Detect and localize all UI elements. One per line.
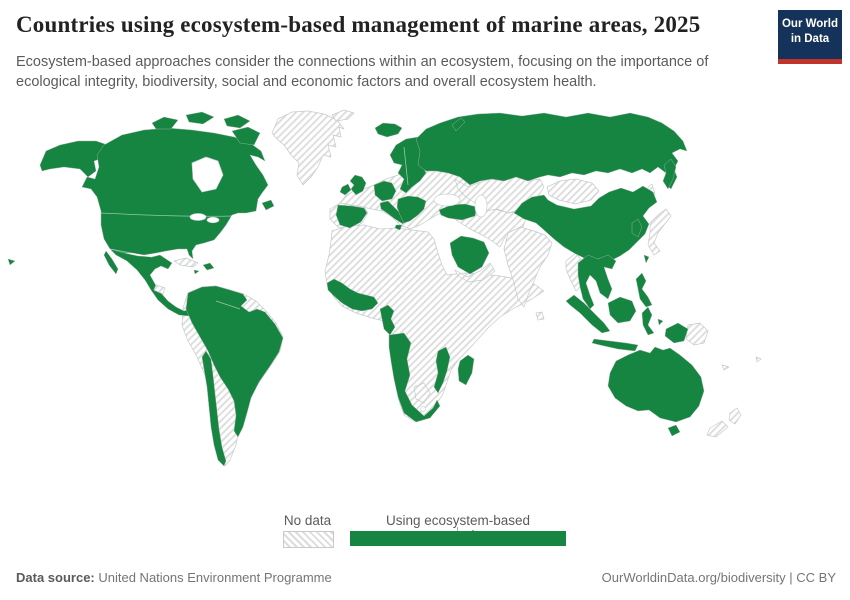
owid-logo-line1: Our World bbox=[781, 18, 838, 30]
region-australia[interactable] bbox=[607, 346, 705, 423]
region-iceland[interactable] bbox=[374, 122, 403, 138]
region-sulawesi[interactable] bbox=[641, 306, 655, 336]
water-features bbox=[189, 156, 488, 224]
brazil-border bbox=[215, 300, 241, 310]
data-source: Data source: United Nations Environment … bbox=[16, 570, 332, 585]
region-united-kingdom[interactable] bbox=[349, 174, 367, 196]
data-source-value: United Nations Environment Programme bbox=[94, 570, 332, 585]
region-hawaii[interactable] bbox=[7, 258, 16, 266]
black-sea bbox=[433, 193, 461, 207]
region-lesotho[interactable] bbox=[420, 406, 426, 412]
region-new-zealand-south[interactable] bbox=[706, 420, 729, 438]
region-baffin-island[interactable] bbox=[231, 126, 261, 146]
region-moluccas[interactable] bbox=[657, 318, 664, 326]
region-angola-namibia-south-africa[interactable] bbox=[388, 332, 441, 423]
region-newfoundland[interactable] bbox=[261, 199, 275, 211]
region-jamaica[interactable] bbox=[193, 269, 200, 275]
region-india[interactable] bbox=[503, 226, 553, 308]
region-mongolia[interactable] bbox=[546, 178, 600, 205]
region-sri-lanka[interactable] bbox=[535, 311, 545, 321]
region-chile[interactable] bbox=[201, 350, 227, 467]
caspian-sea bbox=[474, 194, 488, 218]
great-lakes-west bbox=[189, 213, 207, 221]
region-africa[interactable] bbox=[324, 224, 545, 422]
region-west-new-guinea[interactable] bbox=[664, 322, 689, 344]
legend-tick bbox=[457, 527, 458, 532]
region-svalbard[interactable] bbox=[331, 109, 355, 122]
region-korea[interactable] bbox=[631, 218, 643, 238]
region-fiji[interactable] bbox=[755, 356, 762, 363]
region-philippines[interactable] bbox=[635, 272, 653, 308]
region-kamchatka[interactable] bbox=[662, 158, 677, 190]
world-map-svg bbox=[7, 109, 762, 467]
region-sumatra[interactable] bbox=[565, 294, 611, 334]
legend-green-swatch[interactable] bbox=[350, 531, 566, 546]
us-canada-border bbox=[100, 212, 234, 217]
footer-link: OurWorldinData.org/biodiversity | CC BY bbox=[602, 570, 836, 585]
region-arctic-island-3[interactable] bbox=[223, 114, 251, 129]
legend-no-data-label: No data bbox=[283, 513, 332, 528]
hudson-bay bbox=[191, 156, 224, 193]
region-alaska[interactable] bbox=[39, 140, 109, 178]
owid-logo[interactable]: Our World in Data bbox=[778, 10, 842, 64]
region-arctic-island-1[interactable] bbox=[151, 116, 179, 130]
green-regions bbox=[7, 111, 705, 467]
region-java[interactable] bbox=[591, 338, 639, 352]
map-legend: No data Using ecosystem-based approaches bbox=[0, 511, 850, 551]
no-data-overlays bbox=[153, 284, 431, 412]
page-title: Countries using ecosystem-based manageme… bbox=[16, 12, 701, 37]
region-japan[interactable] bbox=[647, 208, 672, 256]
norway-sweden-border bbox=[403, 146, 409, 186]
region-south-america-green[interactable] bbox=[185, 285, 284, 438]
region-mexico-central-america[interactable] bbox=[109, 248, 191, 317]
region-cameroon-gabon[interactable] bbox=[379, 304, 396, 336]
region-arctic-island-2[interactable] bbox=[185, 111, 215, 125]
region-greenland[interactable] bbox=[271, 110, 345, 186]
region-saudi-arabia[interactable] bbox=[449, 235, 490, 275]
region-yemen-oman[interactable] bbox=[454, 262, 496, 283]
region-borneo[interactable] bbox=[607, 296, 637, 324]
region-ireland[interactable] bbox=[339, 183, 352, 196]
region-west-africa[interactable] bbox=[326, 278, 379, 312]
world-map bbox=[0, 103, 850, 508]
region-baja-california[interactable] bbox=[103, 250, 119, 275]
region-taiwan[interactable] bbox=[643, 254, 650, 264]
region-guatemala[interactable] bbox=[153, 284, 166, 295]
internal-borders bbox=[100, 146, 409, 310]
region-botswana[interactable] bbox=[413, 382, 431, 404]
region-hispaniola[interactable] bbox=[202, 262, 215, 271]
region-new-zealand-north[interactable] bbox=[728, 407, 742, 425]
region-papua-new-guinea[interactable] bbox=[685, 322, 709, 346]
region-balkans[interactable] bbox=[396, 195, 427, 224]
region-spain[interactable] bbox=[335, 204, 368, 229]
region-tasmania[interactable] bbox=[667, 424, 681, 437]
owid-logo-line2: in Data bbox=[790, 32, 830, 45]
region-madagascar[interactable] bbox=[457, 354, 475, 386]
region-indochina[interactable] bbox=[577, 254, 617, 310]
great-lakes-east bbox=[206, 216, 220, 224]
region-novaya-zemlya[interactable] bbox=[451, 117, 466, 132]
legend-no-data-swatch[interactable] bbox=[283, 531, 334, 548]
data-source-prefix: Data source: bbox=[16, 570, 95, 585]
region-cuba[interactable] bbox=[173, 257, 199, 268]
region-china[interactable] bbox=[513, 185, 658, 264]
us-mexico-border bbox=[109, 248, 153, 258]
page-subtitle: Ecosystem-based approaches consider the … bbox=[16, 54, 709, 90]
region-mozambique[interactable] bbox=[433, 346, 451, 394]
region-sicily[interactable] bbox=[394, 224, 403, 231]
region-germany-central-europe[interactable] bbox=[373, 180, 397, 202]
owid-url[interactable]: OurWorldinData.org/biodiversity | CC BY bbox=[601, 570, 836, 585]
region-canada-usa[interactable] bbox=[81, 127, 269, 260]
region-new-caledonia[interactable] bbox=[721, 364, 730, 371]
